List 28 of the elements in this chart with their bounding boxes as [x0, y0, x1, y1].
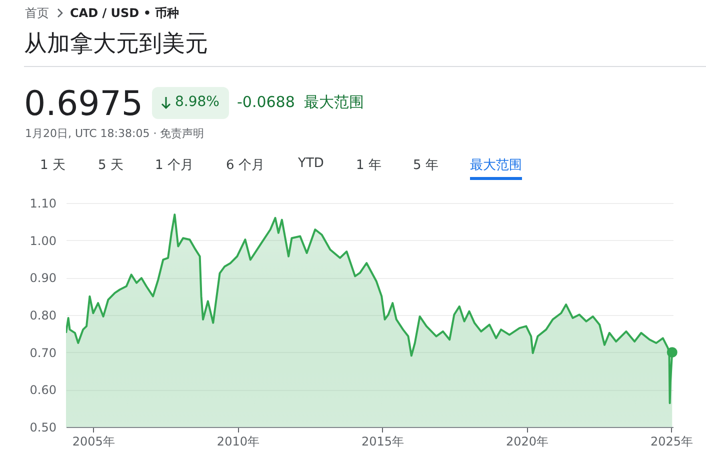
- text: 1 年: [356, 157, 382, 174]
- text: 6 个月: [226, 157, 264, 174]
- y-tick-label: 1.00: [30, 234, 56, 248]
- text: 1 天: [40, 157, 66, 174]
- y-tick-label: 0.60: [30, 383, 56, 398]
- text: 最大范围: [470, 156, 522, 180]
- x-tick-label: 2015年: [361, 434, 404, 448]
- text: YTD: [298, 156, 324, 171]
- y-tick-label: 0.80: [30, 308, 56, 322]
- x-tick-label: 2020年: [506, 434, 549, 448]
- text: 5 天: [98, 157, 124, 174]
- y-tick-label: 0.90: [30, 271, 56, 286]
- y-tick-label: 0.50: [30, 420, 56, 434]
- text: 1月20日, UTC 18:38:05 · 免责声明: [25, 126, 204, 141]
- text: 5 年: [413, 157, 438, 174]
- chart-title: 从加拿大元到美元: [24, 30, 208, 59]
- text: -0.0688: [237, 93, 295, 111]
- text: 首页: [25, 5, 49, 22]
- text: CAD / USD • 币种: [70, 5, 180, 22]
- x-tick-label: 2010年: [216, 434, 260, 448]
- text: 最大范围: [304, 93, 364, 112]
- text: 8.98%: [175, 94, 220, 110]
- y-tick-label: 0.70: [30, 346, 56, 360]
- x-tick-label: 2005年: [72, 434, 115, 448]
- text: 0.6975: [24, 84, 143, 124]
- y-tick-label: 1.10: [30, 196, 56, 210]
- text: 1 个月: [155, 157, 194, 174]
- x-tick-label: 2025年: [650, 434, 694, 448]
